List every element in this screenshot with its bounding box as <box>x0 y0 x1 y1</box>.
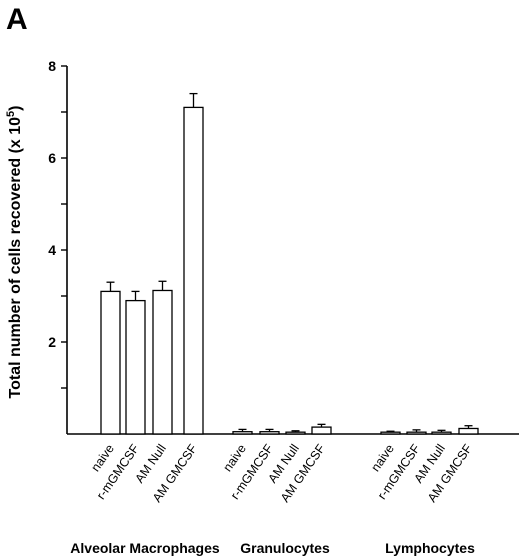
group-label: Granulocytes <box>240 540 330 556</box>
y-tick-label: 4 <box>48 242 56 258</box>
bar <box>431 431 452 435</box>
bars <box>100 92 479 435</box>
bar <box>285 431 306 435</box>
bar <box>311 426 332 435</box>
bar <box>125 299 146 435</box>
bar <box>259 431 280 435</box>
y-axis-label-exponent: 5 <box>5 111 17 117</box>
bar <box>232 431 253 435</box>
bar <box>406 431 427 435</box>
bar <box>458 427 479 435</box>
y-axis-label-close: ) <box>7 105 24 110</box>
bar <box>100 290 121 435</box>
bar <box>183 106 204 435</box>
group-label: Alveolar Macrophages <box>70 540 220 556</box>
y-tick-label: 2 <box>48 334 56 350</box>
bar <box>380 431 401 435</box>
y-tick-label: 6 <box>48 150 56 166</box>
group-label: Lymphocytes <box>385 540 475 556</box>
y-tick-label: 8 <box>48 58 56 74</box>
bar <box>152 289 173 435</box>
y-axis-label-text: Total number of cells recovered (x 10 <box>7 117 24 399</box>
y-axis-label: Total number of cells recovered (x 105) <box>5 105 24 398</box>
panel-label: A <box>6 3 28 36</box>
